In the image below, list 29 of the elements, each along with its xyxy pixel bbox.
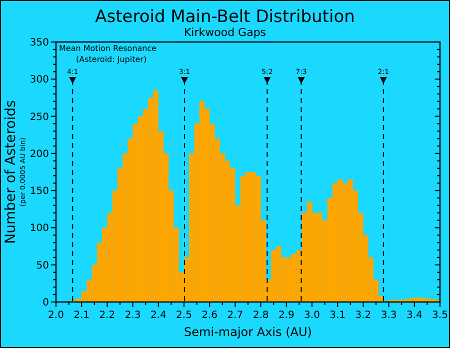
x-tick-label: 2.4 [150,310,166,321]
chart-title: Asteroid Main-Belt Distribution [95,7,355,27]
chart-subtitle: Kirkwood Gaps [184,26,266,39]
x-tick-label: 2.5 [176,310,192,321]
y-axis-title: Number of Asteroids [3,100,19,244]
x-tick-label: 2.3 [124,310,141,321]
x-tick-label: 2.8 [252,310,269,321]
y-tick-label: 300 [30,74,49,86]
y-tick-label: 0 [42,298,49,308]
x-tick-label: 2.6 [202,310,218,321]
y-tick-label: 100 [30,223,49,234]
x-tick-label: 3.3 [380,310,397,321]
x-tick-label: 3.4 [406,310,422,321]
x-tick-label: 2.0 [48,310,64,321]
y-tick-label: 200 [30,148,49,160]
x-tick-label: 2.2 [99,310,116,321]
x-tick-label: 2.9 [278,310,294,321]
y-tick-label: 350 [30,38,49,48]
x-tick-label: 3.0 [304,310,320,321]
x-tick-label: 3.2 [355,310,372,321]
y-tick-label: 50 [36,260,49,272]
x-tick-label: 3.1 [330,310,346,321]
x-tick-label: 3.5 [432,310,448,321]
y-tick-label: 150 [30,186,49,198]
annotation: Mean Motion Resonance (Asteroid: Jupiter) [59,44,157,64]
x-axis-title: Semi-major Axis (AU) [184,325,312,339]
x-tick-label: 2.1 [74,310,90,321]
y-tick-label: 250 [30,112,49,123]
x-tick-label: 2.7 [227,310,244,321]
